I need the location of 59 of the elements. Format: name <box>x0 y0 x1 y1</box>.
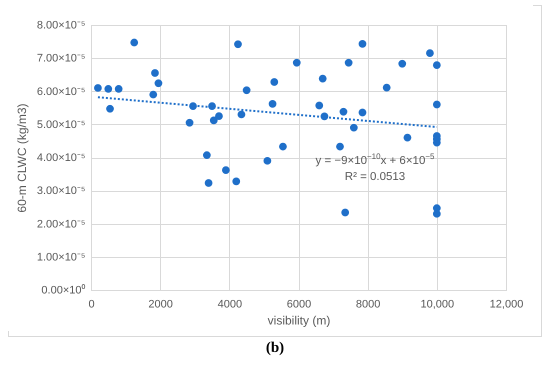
point <box>104 85 112 93</box>
y-tick-label: 5.00×10⁻⁵ <box>36 118 86 131</box>
point <box>238 110 246 118</box>
y-tick-label: 1.00×10⁻⁵ <box>36 251 86 264</box>
point <box>210 116 218 124</box>
point <box>232 177 240 186</box>
annotation: R² = 0.0513 <box>344 170 406 185</box>
point <box>270 78 278 86</box>
y-tick-label: 6.00×10⁻⁵ <box>36 86 86 98</box>
y-tick-label: 7.00×10⁻⁵ <box>36 52 86 65</box>
point <box>154 79 162 88</box>
point <box>94 84 102 92</box>
point <box>268 100 276 108</box>
x-axis-title: visibility (m) <box>268 314 330 328</box>
point <box>106 104 114 113</box>
x-tick-label: 2000 <box>148 298 173 310</box>
point <box>382 84 391 92</box>
point <box>130 38 138 46</box>
point <box>264 156 272 165</box>
y-tick-label: 3.00×10⁻⁵ <box>36 185 86 198</box>
point <box>426 49 434 58</box>
point <box>242 86 250 94</box>
point <box>358 108 366 116</box>
point <box>432 61 441 69</box>
text: (b) <box>264 340 286 357</box>
x-tick-label: 0 <box>88 298 95 310</box>
x-tick-label: 6000 <box>286 298 312 310</box>
annotation: y = −9×10$^{−10}$x + 6×10$^{−5}$ <box>314 151 436 169</box>
x-tick-label: 8000 <box>356 298 380 310</box>
y-axis-title: 60-m CLWC (kg/m3) <box>14 103 29 213</box>
point <box>279 142 287 150</box>
y-tick-label: 4.00×10⁻⁵ <box>36 152 86 164</box>
y-tick-label: 0.00×10⁰ <box>41 284 86 296</box>
point <box>215 112 223 120</box>
x-tick-label: 4000 <box>218 298 242 310</box>
point <box>292 58 301 67</box>
y-tick-label: 8.00×10⁻⁵ <box>36 20 86 32</box>
point <box>318 74 327 83</box>
point <box>234 40 242 48</box>
point <box>202 151 211 160</box>
point <box>204 179 212 187</box>
point <box>336 142 344 150</box>
point <box>186 118 194 127</box>
point <box>398 60 406 68</box>
point <box>149 90 158 98</box>
point <box>341 208 350 216</box>
point <box>151 69 159 77</box>
y-tick-label: 2.00×10⁻⁵ <box>36 218 86 230</box>
point <box>222 166 230 174</box>
point <box>114 85 123 93</box>
x-tick-label: 12,000 <box>490 298 524 310</box>
point <box>404 134 412 142</box>
point <box>344 58 353 67</box>
point <box>432 100 441 108</box>
point <box>350 124 358 132</box>
point <box>315 102 324 110</box>
point <box>358 40 366 48</box>
point <box>340 108 348 116</box>
x-tick-label: 10,000 <box>420 298 454 310</box>
